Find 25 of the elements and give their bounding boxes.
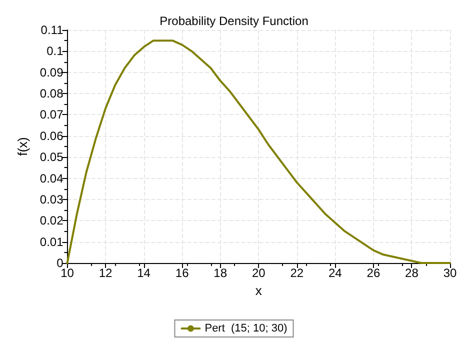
legend-label: Pert (15; 10; 30) bbox=[204, 322, 288, 334]
y-tick-label: 0.06 bbox=[40, 128, 64, 143]
x-tick-label: 26 bbox=[366, 266, 380, 280]
y-tick-label: 0.11 bbox=[40, 23, 64, 37]
x-tick-label: 20 bbox=[252, 266, 266, 280]
x-tick-label: 14 bbox=[137, 266, 151, 280]
y-tick-label: 0.08 bbox=[40, 86, 64, 101]
y-tick-label: 0.01 bbox=[40, 234, 64, 249]
x-tick-label: 16 bbox=[175, 266, 190, 280]
y-tick-label: 0.1 bbox=[46, 44, 64, 58]
x-tick-label: 30 bbox=[443, 266, 457, 280]
chart-title: Probability Density Function bbox=[160, 14, 308, 28]
y-tick-label: 0.02 bbox=[40, 214, 64, 228]
x-tick-label: 24 bbox=[328, 266, 342, 280]
x-tick-label: 18 bbox=[214, 266, 228, 280]
y-tick-label: 0.03 bbox=[40, 192, 64, 206]
y-tick-label: 0.04 bbox=[40, 171, 64, 186]
x-tick-label: 12 bbox=[98, 266, 113, 280]
y-tick-label: 0.07 bbox=[40, 108, 64, 122]
y-tick-label: 0.05 bbox=[40, 150, 64, 164]
y-axis-title: f(x) bbox=[15, 137, 30, 156]
x-tick-label: 22 bbox=[290, 266, 304, 280]
x-axis-title: x bbox=[255, 282, 262, 298]
x-tick-label: 28 bbox=[405, 266, 419, 280]
y-tick-label: 0.09 bbox=[40, 65, 64, 80]
